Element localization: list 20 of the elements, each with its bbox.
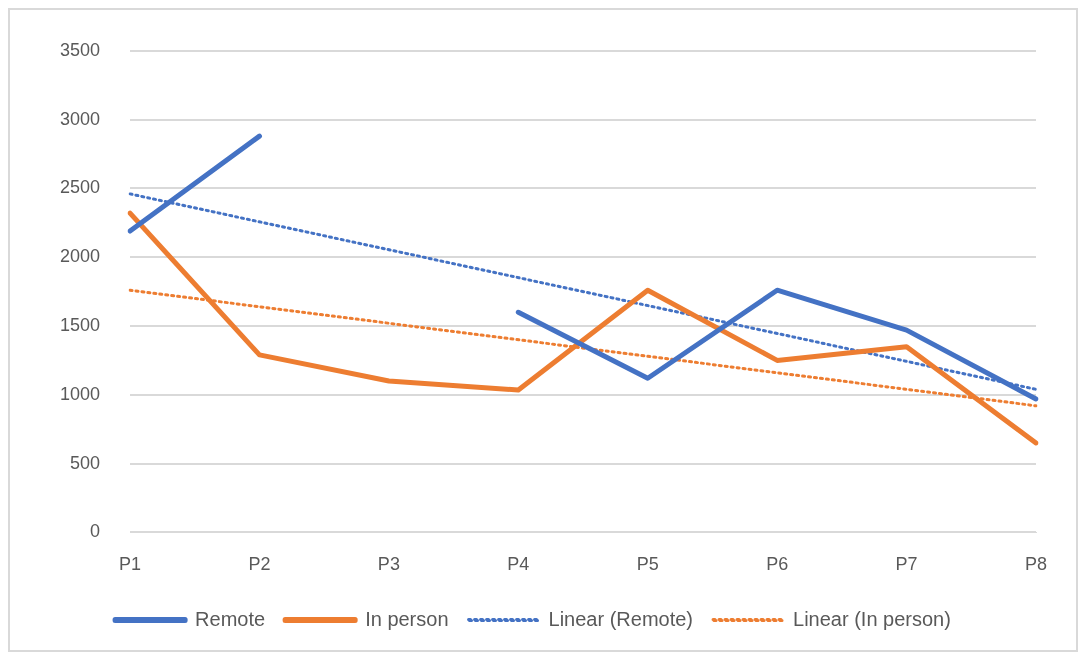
x-tick-label: P1 <box>119 554 142 575</box>
legend-label: Linear (Remote) <box>548 607 694 630</box>
y-tick-label: 0 <box>90 521 101 542</box>
y-tick-label: 1500 <box>60 314 101 335</box>
y-tick-label: 1000 <box>60 383 101 404</box>
y-tick-label: 500 <box>70 452 101 473</box>
x-tick-label: P4 <box>507 554 530 575</box>
y-tick-label: 2000 <box>60 246 101 267</box>
y-tick-label: 3000 <box>60 108 101 129</box>
legend-label: In person <box>365 607 449 630</box>
x-tick-label: P2 <box>248 554 271 575</box>
legend-label: Remote <box>195 607 266 630</box>
x-tick-label: P7 <box>895 554 918 575</box>
x-tick-label: P3 <box>377 554 400 575</box>
x-tick-label: P6 <box>766 554 789 575</box>
legend-label: Linear (In person) <box>793 607 951 630</box>
y-tick-label: 3500 <box>60 39 101 60</box>
x-tick-label: P8 <box>1024 554 1048 575</box>
y-tick-label: 2500 <box>60 177 101 198</box>
x-tick-label: P5 <box>636 554 659 575</box>
